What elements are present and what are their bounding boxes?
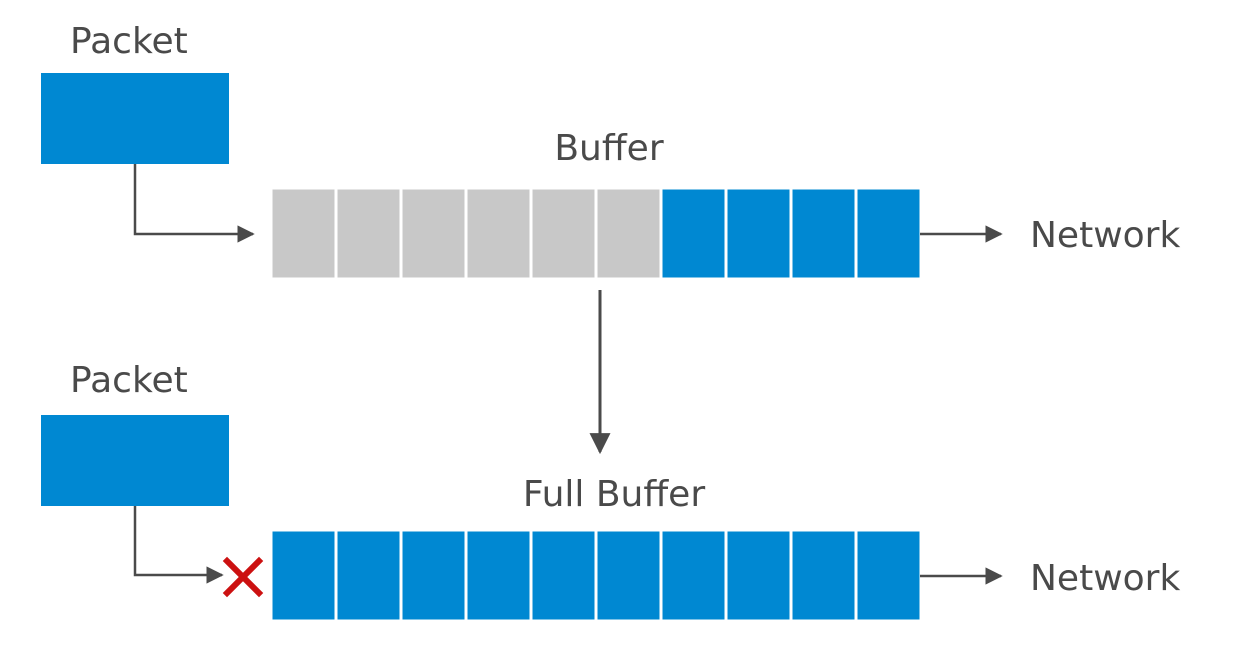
top-network-label: Network: [1030, 215, 1180, 256]
top-buffer-slot-empty: [334, 186, 403, 281]
top-packet-label: Packet: [70, 21, 188, 62]
top-buffer: [269, 186, 923, 281]
top-buffer-slot-filled: [659, 186, 728, 281]
top-buffer-slot-empty: [399, 186, 468, 281]
bottom-buffer-slot-filled: [334, 528, 403, 623]
top-buffer-slot-filled: [789, 186, 858, 281]
bottom-buffer-slot-filled: [724, 528, 793, 623]
top-buffer-slot-filled: [854, 186, 923, 281]
top-buffer-slot-empty: [594, 186, 663, 281]
bottom-buffer-slot-filled: [594, 528, 663, 623]
bottom-buffer-slot-filled: [399, 528, 468, 623]
bottom-packet-label: Packet: [70, 360, 188, 401]
top-buffer-slot-empty: [529, 186, 598, 281]
bottom-buffer-slot-filled: [854, 528, 923, 623]
bottom-network-label: Network: [1030, 558, 1180, 599]
bottom-buffer-slot-filled: [789, 528, 858, 623]
x-mark-icon: [222, 556, 264, 598]
bottom-scenario: Packet Full Buffer Network: [41, 360, 1180, 623]
bottom-buffer-slot-filled: [529, 528, 598, 623]
top-buffer-slot-filled: [724, 186, 793, 281]
top-buffer-slot-empty: [464, 186, 533, 281]
top-packet-to-buffer-arrow: [133, 164, 255, 243]
top-buffer-slot-empty: [269, 186, 338, 281]
top-scenario: Packet Buffer Network: [41, 21, 1180, 281]
top-packet: [41, 73, 229, 164]
bottom-buffer: [269, 528, 923, 623]
bottom-packet: [41, 415, 229, 506]
bottom-buffer-slot-filled: [464, 528, 533, 623]
top-buffer-label: Buffer: [554, 128, 663, 169]
bottom-buffer-slot-filled: [269, 528, 338, 623]
bottom-packet-to-buffer-arrow: [133, 506, 224, 584]
bottom-buffer-label: Full Buffer: [523, 474, 705, 515]
bottom-buffer-slot-filled: [659, 528, 728, 623]
